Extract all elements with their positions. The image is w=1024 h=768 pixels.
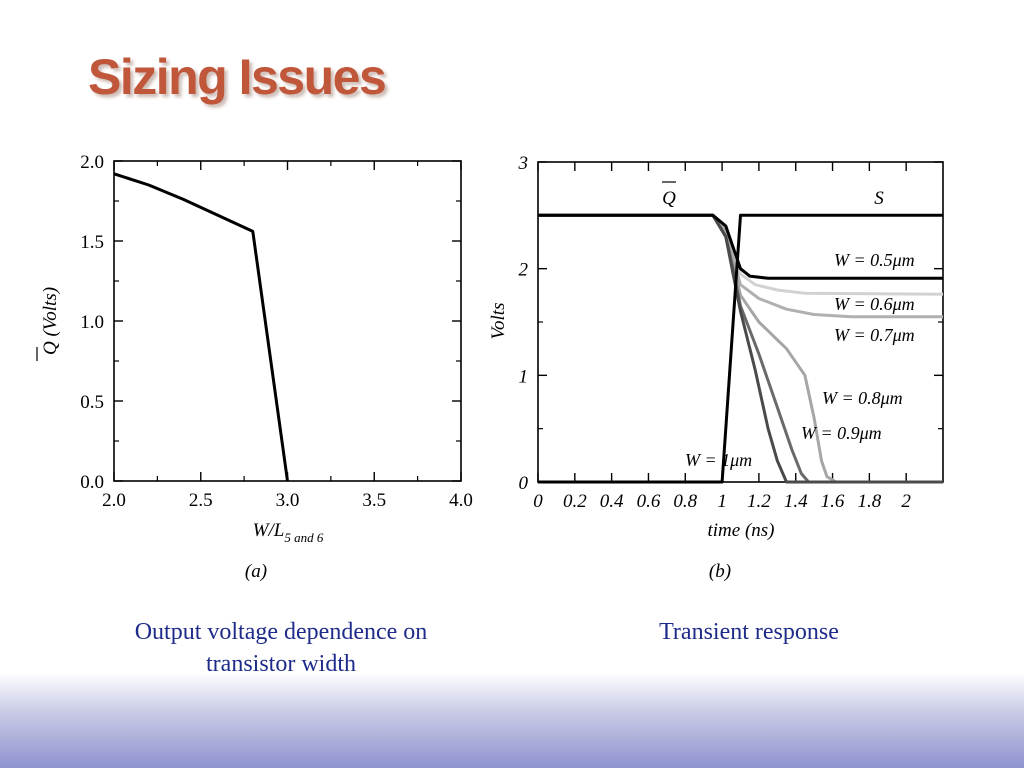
annotation-q: Q xyxy=(662,188,676,209)
chart-b-ticks xyxy=(537,161,943,483)
chart-b-series-w-1-m xyxy=(538,213,943,484)
chart-a: 2.0 2.5 3.0 3.5 4.0 0.0 0.5 1.0 1.5 2.0 W/L5 and … xyxy=(36,152,473,582)
chart-a-series-line xyxy=(113,172,289,482)
chart-a-xtick-label: 4.0 xyxy=(449,490,473,511)
chart-b-tick-labels: 0 0.2 0.4 0.6 0.8 1 1.2 1.4 1.6 1.8 2 0 1 2 3 xyxy=(518,153,912,512)
chart-b-series-w-0-8-m xyxy=(538,213,943,484)
chart-b-xtick-label: 0.6 xyxy=(637,491,661,512)
chart-a-ytick-label: 0.0 xyxy=(80,472,104,493)
chart-a-xtick-label: 3.5 xyxy=(362,490,386,511)
chart-b-ytick-label: 2 xyxy=(519,260,529,281)
slide-title: Sizing Issues xyxy=(88,49,387,105)
chart-a-tick-labels: 2.0 2.5 3.0 3.5 4.0 0.0 0.5 1.0 1.5 2.0 xyxy=(80,152,473,511)
chart-a-xtick-label: 2.0 xyxy=(102,490,126,511)
chart-b-xtick-label: 1.2 xyxy=(747,491,771,512)
chart-a-ytick-label: 1.5 xyxy=(80,232,104,253)
chart-a-ytick-label: 2.0 xyxy=(80,152,104,173)
caption-left: Output voltage dependence on transistor … xyxy=(134,619,428,677)
chart-a-ytick-label: 0.5 xyxy=(80,392,104,413)
chart-b-ytick-label: 0 xyxy=(519,473,529,494)
chart-b-xtick-label: 1 xyxy=(717,491,727,512)
chart-b-xtick-label: 2 xyxy=(901,491,911,512)
chart-b-xtick-label: 0.2 xyxy=(563,491,587,512)
annotation-w08: W = 0.8μm xyxy=(822,388,903,408)
chart-b-xtick-label: 1.6 xyxy=(821,491,845,512)
annotation-w07: W = 0.7μm xyxy=(834,325,915,345)
chart-b-xlabel: time (ns) xyxy=(707,520,774,541)
chart-b-lines xyxy=(538,213,944,484)
chart-a-ytick-label: 1.0 xyxy=(80,312,104,333)
chart-a-ticks xyxy=(113,160,462,482)
annotation-w09: W = 0.9μm xyxy=(801,423,882,443)
annotation-w06: W = 0.6μm xyxy=(834,294,915,314)
chart-a-xlabel-sub: 5 and 6 xyxy=(284,530,324,545)
chart-b-xtick-label: 0.4 xyxy=(600,491,624,512)
chart-a-xlabel: W/L5 and 6 xyxy=(253,520,324,545)
chart-a-panel-label: (a) xyxy=(245,561,267,582)
chart-b-ytick-label: 1 xyxy=(519,366,529,387)
chart-b-xtick-label: 0 xyxy=(533,491,543,512)
chart-b-ytick-label: 3 xyxy=(518,153,529,174)
annotation-w05: W = 0.5μm xyxy=(834,250,915,270)
chart-a-lines xyxy=(113,172,289,482)
annotation-w1: W = 1μm xyxy=(685,450,752,470)
chart-b-xtick-label: 1.4 xyxy=(784,491,808,512)
chart-b-panel-label: (b) xyxy=(709,561,731,582)
chart-a-ylabel: Q (Volts) xyxy=(40,287,61,355)
chart-a-xtick-label: 2.5 xyxy=(189,490,213,511)
chart-b-xtick-label: 1.8 xyxy=(857,491,881,512)
chart-a-xlabel-main: W/L xyxy=(253,520,285,541)
chart-b-xtick-label: 0.8 xyxy=(673,491,697,512)
caption-right: Transient response xyxy=(659,619,839,645)
chart-b-frame xyxy=(537,161,944,483)
chart-a-xtick-label: 3.0 xyxy=(276,490,300,511)
chart-b-series-s xyxy=(538,213,943,484)
chart-b-ylabel: Volts xyxy=(488,303,509,340)
chart-a-frame xyxy=(113,160,462,482)
chart-b: 0 0.2 0.4 0.6 0.8 1 1.2 1.4 1.6 1.8 2 0 1 2 3 Q S W = … xyxy=(488,153,944,582)
annotation-s: S xyxy=(874,188,884,209)
